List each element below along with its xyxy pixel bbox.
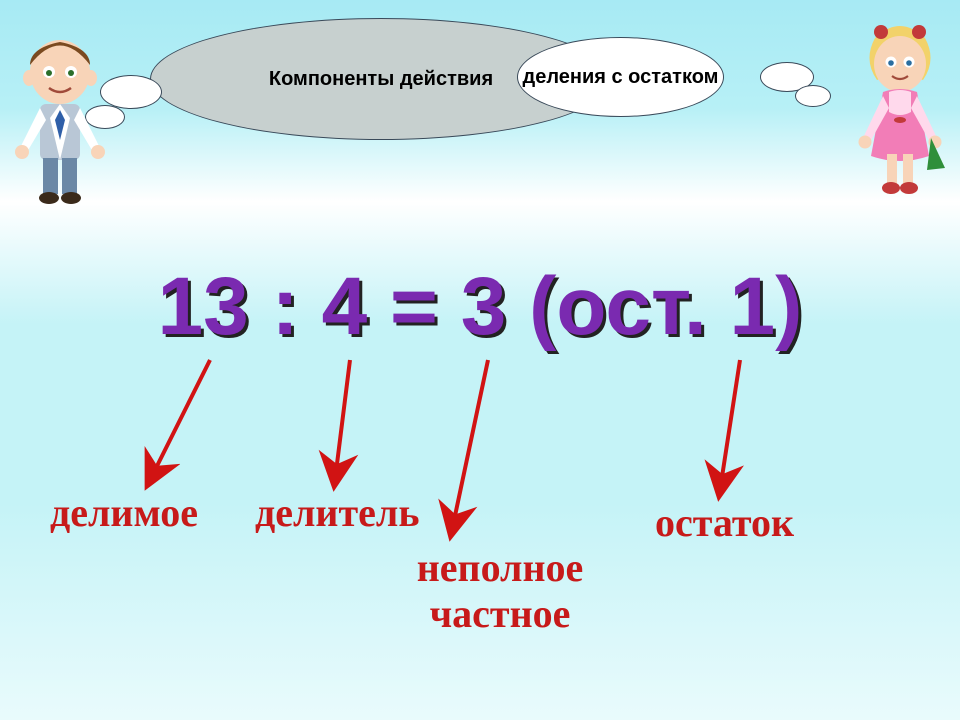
title-main-text: Компоненты действия: [269, 68, 493, 91]
quotient-number: 3: [461, 261, 507, 352]
division-equation: 13 : 4 = 3 (ост. 1): [0, 260, 960, 354]
divisor-number: 4: [322, 261, 368, 352]
title-sub-text: деления с остатком: [523, 66, 719, 89]
label-remainder: остаток: [655, 500, 794, 546]
cloud-puff-icon: [795, 85, 831, 107]
dividend-number: 13: [158, 261, 249, 352]
label-divisor: делитель: [255, 490, 419, 536]
arrow-line: [720, 360, 740, 490]
label-partial-quotient: неполное частное: [390, 545, 610, 637]
divide-operator: :: [249, 261, 322, 352]
arrow-line: [150, 360, 210, 480]
equals-operator: =: [367, 261, 460, 352]
label-partial-line1: неполное: [417, 545, 584, 590]
boy-character-icon: [5, 30, 115, 210]
title-cloud-sub: деления с остатком: [517, 37, 724, 117]
arrow-line: [335, 360, 350, 480]
label-dividend: делимое: [50, 490, 198, 536]
slide-stage: Компоненты действия деления с остатком: [0, 0, 960, 720]
girl-character-icon: [845, 20, 955, 200]
label-partial-line2: частное: [430, 591, 571, 636]
remainder-close: ): [775, 261, 802, 352]
remainder-open: (ост.: [506, 261, 729, 352]
arrow-line: [452, 360, 488, 530]
remainder-number: 1: [730, 261, 776, 352]
